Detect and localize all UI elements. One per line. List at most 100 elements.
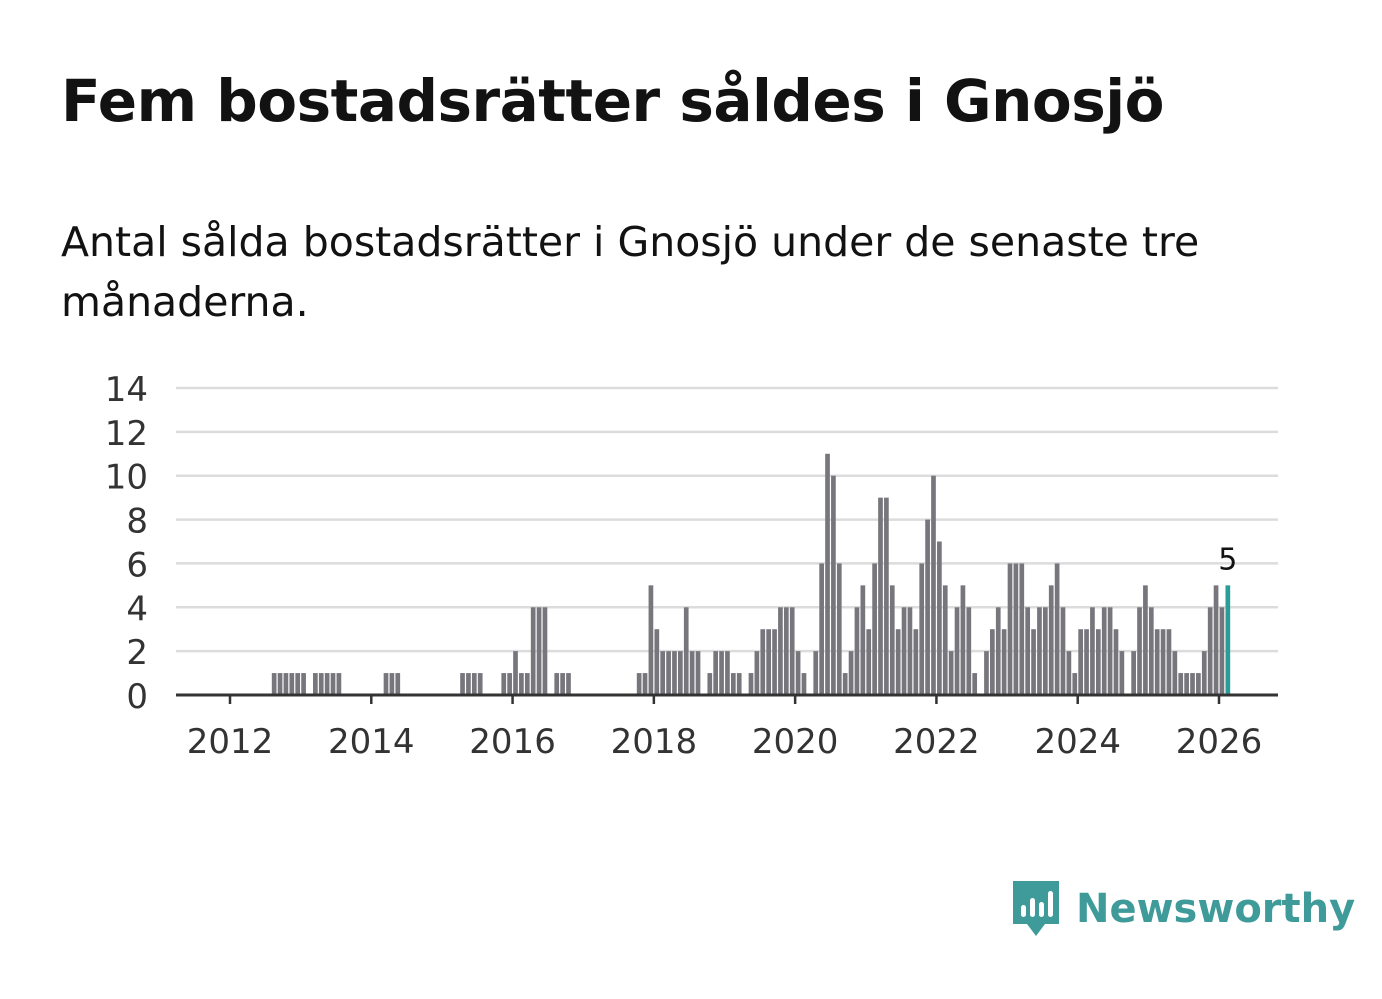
bar — [654, 629, 660, 695]
gridlines — [176, 386, 1278, 653]
y-tick-label: 10 — [105, 458, 148, 498]
bar — [672, 651, 677, 695]
bar — [1178, 673, 1184, 695]
bar — [1107, 607, 1113, 695]
bar — [1078, 629, 1083, 695]
bar — [1113, 629, 1119, 695]
y-tick-label: 2 — [126, 633, 148, 673]
y-tick-label: 14 — [105, 370, 148, 410]
bar — [636, 673, 642, 695]
bar — [772, 629, 777, 695]
bars — [271, 453, 1231, 695]
bar — [836, 563, 842, 695]
bar — [513, 651, 518, 695]
bar — [324, 673, 330, 695]
bar — [789, 607, 795, 695]
bar — [901, 607, 907, 695]
bar — [1048, 585, 1054, 695]
x-tick-label: 2014 — [328, 722, 415, 762]
bar — [389, 673, 395, 695]
bar — [825, 453, 830, 695]
bar — [1042, 607, 1048, 695]
bar — [460, 673, 465, 695]
bar — [966, 607, 972, 695]
bar — [913, 629, 919, 695]
bar — [1025, 607, 1031, 695]
bar — [778, 607, 783, 695]
bar — [642, 673, 648, 695]
bar — [736, 673, 742, 695]
bar — [1154, 629, 1160, 695]
bar — [271, 673, 277, 695]
bar — [689, 651, 695, 695]
bar — [560, 673, 565, 695]
bar — [1131, 651, 1136, 695]
bar — [813, 651, 819, 695]
bar — [1196, 673, 1201, 695]
x-tick-label: 2022 — [893, 722, 980, 762]
bar — [895, 629, 901, 695]
bar — [678, 651, 683, 695]
bar — [831, 475, 836, 695]
bar — [719, 651, 724, 695]
bar — [948, 651, 954, 695]
bar — [666, 651, 671, 695]
bar — [283, 673, 289, 695]
bar — [760, 629, 766, 695]
bar — [554, 673, 560, 695]
bar — [1013, 563, 1019, 695]
bar — [1201, 651, 1207, 695]
bar — [466, 673, 471, 695]
bar — [648, 585, 654, 695]
bar — [330, 673, 336, 695]
bar — [1072, 673, 1078, 695]
bar — [536, 607, 542, 695]
chart-subtitle: Antal sålda bostadsrätter i Gnosjö under… — [61, 218, 1200, 326]
bar — [942, 585, 948, 695]
bar — [1148, 607, 1154, 695]
y-tick-label: 8 — [126, 502, 148, 542]
bar — [937, 541, 942, 695]
bar — [383, 673, 389, 695]
bar — [990, 629, 995, 695]
bar — [960, 585, 966, 695]
bar — [318, 673, 324, 695]
bar-highlight — [1225, 585, 1231, 695]
bar — [748, 673, 754, 695]
bar — [1060, 607, 1066, 695]
bar — [1019, 563, 1025, 695]
x-tick-label: 2016 — [469, 722, 556, 762]
bar — [566, 673, 571, 695]
bar — [289, 673, 295, 695]
bar — [866, 629, 872, 695]
bar — [925, 519, 930, 695]
bar — [530, 607, 536, 695]
bar — [395, 673, 401, 695]
bar — [1172, 651, 1178, 695]
x-tick-label: 2012 — [187, 722, 274, 762]
bar — [1101, 607, 1107, 695]
bar — [783, 607, 789, 695]
bar — [854, 607, 860, 695]
bar — [660, 651, 666, 695]
bar — [907, 607, 913, 695]
x-tick-label: 2024 — [1034, 722, 1121, 762]
x-tick-label: 2020 — [752, 722, 839, 762]
bar — [878, 497, 883, 695]
bar — [1054, 563, 1060, 695]
brand-name: Newsworthy — [1076, 886, 1356, 932]
x-tick-label: 2018 — [611, 722, 698, 762]
bar — [842, 673, 848, 695]
bar — [1001, 629, 1007, 695]
bar — [1137, 607, 1142, 695]
bar — [471, 673, 477, 695]
data-labels: 5 — [1218, 542, 1237, 577]
bar — [713, 651, 719, 695]
bar — [1184, 673, 1189, 695]
bar — [1143, 585, 1148, 695]
bar — [1031, 629, 1036, 695]
y-tick-label: 0 — [126, 677, 148, 717]
bar — [801, 673, 807, 695]
y-tick-label: 4 — [126, 589, 148, 629]
